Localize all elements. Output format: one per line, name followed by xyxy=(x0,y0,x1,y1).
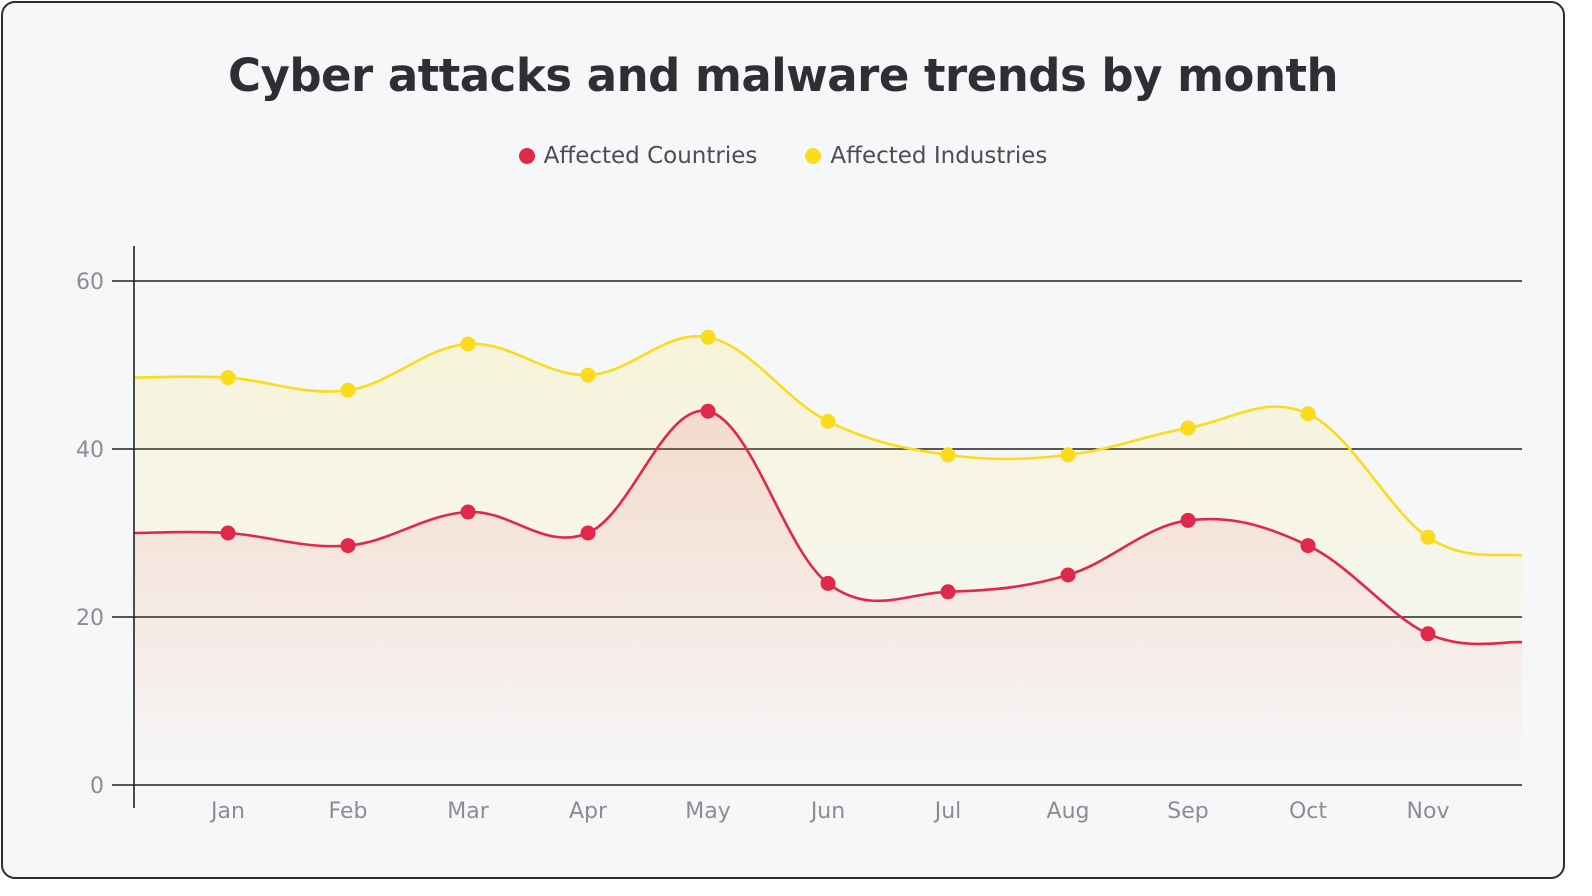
data-point[interactable] xyxy=(340,382,356,398)
x-tick-label: Jul xyxy=(933,799,962,824)
data-point[interactable] xyxy=(220,525,236,541)
data-point[interactable] xyxy=(460,336,476,352)
data-point[interactable] xyxy=(460,504,476,520)
data-point[interactable] xyxy=(820,575,836,591)
data-point[interactable] xyxy=(1060,447,1076,463)
data-point[interactable] xyxy=(1060,567,1076,583)
data-point[interactable] xyxy=(820,413,836,429)
data-point[interactable] xyxy=(940,447,956,463)
legend-label: Affected Industries xyxy=(830,143,1048,169)
data-point[interactable] xyxy=(1180,420,1196,436)
x-tick-label: Jan xyxy=(209,799,245,824)
legend-item-countries[interactable]: Affected Countries xyxy=(518,143,758,169)
x-tick-label: Nov xyxy=(1407,799,1450,824)
legend-item-industries[interactable]: Affected Industries xyxy=(805,143,1047,169)
x-tick-label: Oct xyxy=(1289,799,1327,824)
data-point[interactable] xyxy=(580,367,596,383)
legend-label: Affected Countries xyxy=(543,143,758,169)
x-tick-label: May xyxy=(685,799,730,824)
data-point[interactable] xyxy=(700,403,716,419)
data-point[interactable] xyxy=(580,525,596,541)
data-point[interactable] xyxy=(1180,512,1196,528)
x-tick-label: Aug xyxy=(1047,799,1090,824)
x-tick-label: Feb xyxy=(329,799,368,824)
data-point[interactable] xyxy=(1300,538,1316,554)
data-point[interactable] xyxy=(1300,406,1316,422)
data-point[interactable] xyxy=(1420,626,1436,642)
series-line xyxy=(133,409,1523,646)
x-tick-label: Apr xyxy=(569,799,608,824)
legend-dot-icon xyxy=(518,148,535,164)
data-point[interactable] xyxy=(340,538,356,554)
x-tick-label: Mar xyxy=(447,799,489,824)
data-point[interactable] xyxy=(220,370,236,386)
y-tick-label: 40 xyxy=(76,438,104,463)
x-tick-label: Sep xyxy=(1167,799,1208,824)
data-point[interactable] xyxy=(1420,529,1436,545)
series-area xyxy=(134,410,1522,785)
y-tick-label: 0 xyxy=(90,774,104,799)
data-point[interactable] xyxy=(700,329,716,345)
y-tick-label: 60 xyxy=(76,270,104,295)
data-point[interactable] xyxy=(940,584,956,600)
legend: Affected Countries Affected Industries xyxy=(3,143,1563,169)
y-tick-label: 20 xyxy=(76,606,104,631)
x-tick-label: Jun xyxy=(809,799,845,824)
chart-title: Cyber attacks and malware trends by mont… xyxy=(227,49,1339,102)
legend-dot-icon xyxy=(805,148,822,164)
